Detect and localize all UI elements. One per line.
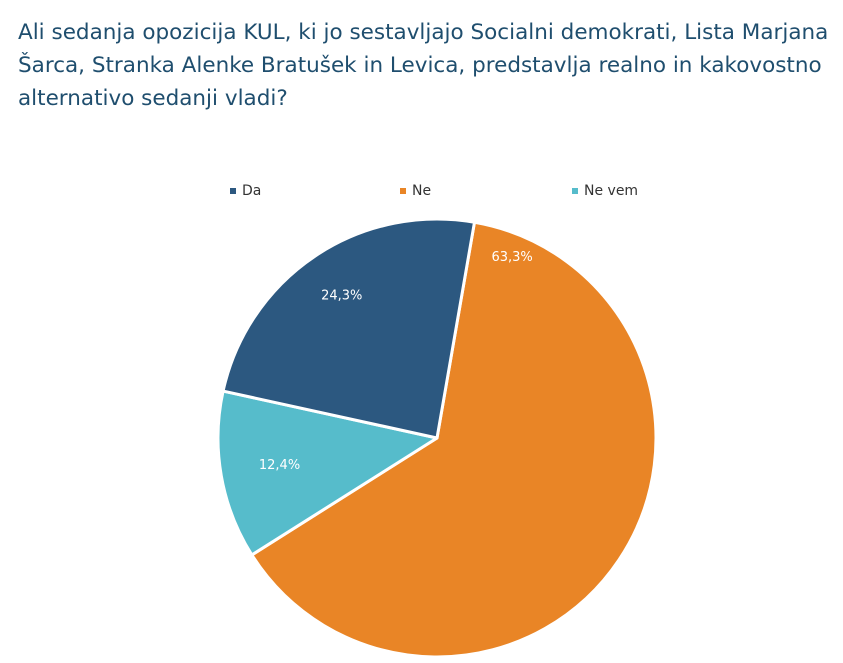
legend-item-da[interactable]: Da <box>230 183 261 199</box>
pie-labels: 63,3% 12,4% 24,3% <box>259 250 533 473</box>
slice-ne-vem[interactable] <box>216 389 439 557</box>
slice-ne[interactable] <box>250 220 658 659</box>
slice-label-da: 24,3% <box>321 289 362 304</box>
legend-label-ne-vem: Ne vem <box>584 183 639 199</box>
slice-da[interactable] <box>221 217 476 440</box>
pie-slices <box>216 217 658 659</box>
slice-label-ne-vem: 12,4% <box>259 458 300 473</box>
chart-legend: Da Ne Ne vem <box>0 183 843 203</box>
chart-title: Ali sedanja opozicija KUL, ki jo sestavl… <box>18 20 829 111</box>
legend-swatch-ne <box>400 188 406 194</box>
legend-item-ne[interactable]: Ne <box>400 183 431 199</box>
legend-swatch-da <box>230 188 236 194</box>
legend-item-ne-vem[interactable]: Ne vem <box>572 183 638 199</box>
legend-label-ne: Ne <box>412 183 432 199</box>
legend-swatch-ne-vem <box>572 188 578 194</box>
legend-label-da: Da <box>242 183 262 199</box>
slice-label-ne: 63,3% <box>491 250 532 265</box>
